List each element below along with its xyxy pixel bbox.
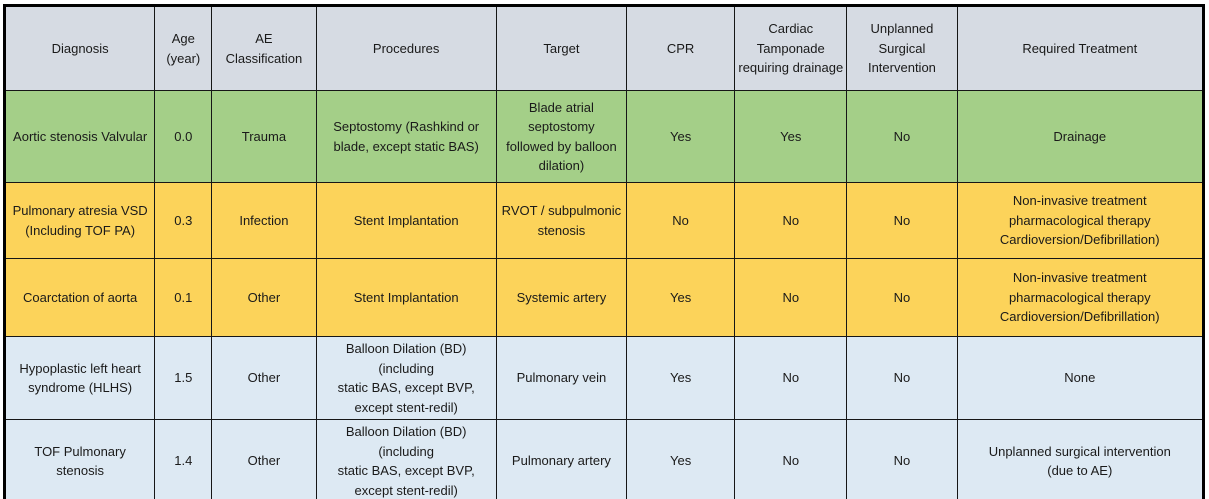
- table-cell: Yes: [626, 258, 736, 337]
- table-row: Coarctation of aorta 0.1 Other Stent Implan…: [3, 258, 1205, 337]
- table-cell: No: [846, 258, 958, 337]
- header-cell: Procedures: [315, 5, 497, 91]
- header-cell: AE Classification: [211, 5, 317, 91]
- table-cell: TOF Pulmonary stenosis: [3, 419, 156, 499]
- table-cell: Yes: [626, 90, 736, 183]
- table-cell: Yes: [626, 336, 736, 420]
- table-cell: No: [734, 336, 848, 420]
- table-cell: Systemic artery: [495, 258, 628, 337]
- table-cell: 0.3: [154, 182, 213, 259]
- table-row: Pulmonary atresia VSD (Including TOF PA)…: [3, 182, 1205, 259]
- table-cell: Unplanned surgical intervention (due to …: [956, 419, 1205, 499]
- table-cell: RVOT / subpulmonic stenosis: [495, 182, 628, 259]
- table-cell: Balloon Dilation (BD) (including static …: [315, 419, 497, 499]
- header-cell: Unplanned Surgical Intervention: [846, 5, 958, 91]
- table-cell: Stent Implantation: [315, 258, 497, 337]
- table-cell: No: [846, 336, 958, 420]
- table-body: Aortic stenosis Valvular 0.0 Trauma Septost…: [3, 90, 1205, 499]
- table-cell: Other: [211, 258, 317, 337]
- table-cell: Balloon Dilation (BD) (including static …: [315, 336, 497, 420]
- table-cell: Yes: [626, 419, 736, 499]
- table-cell: No: [734, 419, 848, 499]
- table-cell: Pulmonary artery: [495, 419, 628, 499]
- table-cell: Non-invasive treatment pharmacological t…: [956, 182, 1205, 259]
- table-cell: No: [846, 90, 958, 183]
- table-cell: Septostomy (Rashkind or blade, except st…: [315, 90, 497, 183]
- table-cell: Non-invasive treatment pharmacological t…: [956, 258, 1205, 337]
- table-cell: Other: [211, 336, 317, 420]
- table-cell: No: [734, 182, 848, 259]
- table-cell: No: [846, 419, 958, 499]
- table-cell: Yes: [734, 90, 848, 183]
- header-cell: Required Treatment: [956, 5, 1205, 91]
- table-cell: Other: [211, 419, 317, 499]
- table-cell: Infection: [211, 182, 317, 259]
- table-cell: Pulmonary vein: [495, 336, 628, 420]
- table-cell: 1.4: [154, 419, 213, 499]
- table-header: Diagnosis Age (year) AE Classification Proc…: [3, 5, 1205, 91]
- table-cell: Stent Implantation: [315, 182, 497, 259]
- table-cell: Hypoplastic left heart syndrome (HLHS): [3, 336, 156, 420]
- table-row: Aortic stenosis Valvular 0.0 Trauma Septost…: [3, 90, 1205, 183]
- table-cell: No: [734, 258, 848, 337]
- table-cell: No: [626, 182, 736, 259]
- table-cell: No: [846, 182, 958, 259]
- header-cell: Age (year): [154, 5, 213, 91]
- ae-table-frame: Diagnosis Age (year) AE Classification Proc…: [3, 4, 1206, 499]
- table-cell: Blade atrial septostomy followed by ball…: [495, 90, 628, 183]
- table-cell: Pulmonary atresia VSD (Including TOF PA): [3, 182, 156, 259]
- header-row: Diagnosis Age (year) AE Classification Proc…: [3, 5, 1205, 91]
- table-cell: 0.0: [154, 90, 213, 183]
- table-cell: Drainage: [956, 90, 1205, 183]
- table-cell: 0.1: [154, 258, 213, 337]
- header-cell: Cardiac Tamponade requiring drainage: [734, 5, 848, 91]
- table-cell: Trauma: [211, 90, 317, 183]
- table-row: TOF Pulmonary stenosis 1.4 Other Balloon Di…: [3, 419, 1205, 499]
- adverse-events-table: Diagnosis Age (year) AE Classification Proc…: [3, 4, 1205, 499]
- header-cell: Target: [495, 5, 628, 91]
- table-cell: None: [956, 336, 1205, 420]
- table-row: Hypoplastic left heart syndrome (HLHS) 1.…: [3, 336, 1205, 420]
- table-cell: Aortic stenosis Valvular: [3, 90, 156, 183]
- table-cell: Coarctation of aorta: [3, 258, 156, 337]
- header-cell: Diagnosis: [3, 5, 156, 91]
- table-cell: 1.5: [154, 336, 213, 420]
- header-cell: CPR: [626, 5, 736, 91]
